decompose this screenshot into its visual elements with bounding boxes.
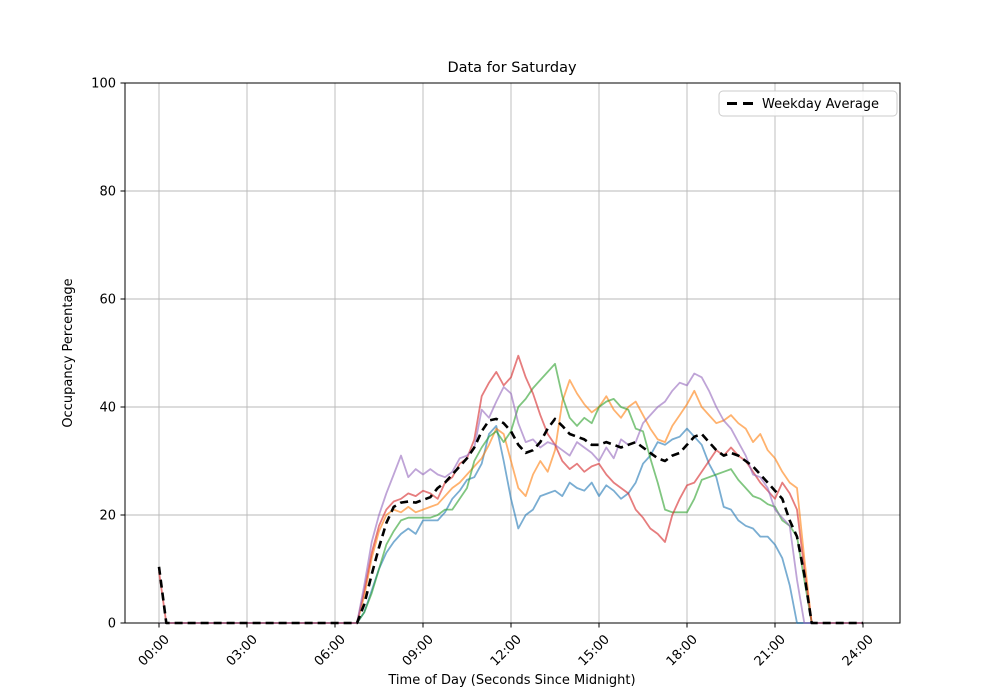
x-tick-label-09:00: 09:00 [400, 632, 437, 669]
x-tick-label-03:00: 03:00 [224, 632, 261, 669]
chart-title: Data for Saturday [447, 60, 577, 76]
legend-label: Weekday Average [762, 97, 879, 112]
series-layer [157, 354, 863, 625]
y-tick-label-100: 100 [91, 77, 116, 92]
series-line-saturday-week-2 [159, 379, 863, 624]
x-tick-label-15:00: 15:00 [576, 632, 613, 669]
x-tick-label-24:00: 24:00 [840, 632, 877, 669]
y-tick-label-20: 20 [99, 509, 116, 524]
x-tick-label-21:00: 21:00 [752, 632, 789, 669]
series-line-weekday-average [157, 417, 863, 625]
y-tick-label-40: 40 [99, 401, 116, 416]
series-line-saturday-week-5 [159, 372, 863, 624]
x-axis-label: Time of Day (Seconds Since Midnight) [387, 673, 635, 688]
x-tick-label-18:00: 18:00 [664, 632, 701, 669]
tick-layer: 00:00 03:00 06:00 09:00 12:00 15:00 18:00 21:00… [91, 77, 877, 670]
legend: Weekday Average [718, 90, 898, 117]
plot-border [124, 82, 901, 624]
legend-box [718, 90, 898, 117]
y-axis-label: Occupancy Percentage [61, 278, 76, 427]
x-tick-label-06:00: 06:00 [312, 632, 349, 669]
y-tick-label-80: 80 [99, 185, 116, 200]
x-tick-label-00:00: 00:00 [136, 632, 173, 669]
y-tick-label-0: 0 [108, 617, 116, 632]
x-tick-label-12:00: 12:00 [488, 632, 525, 669]
series-line-saturday-week-1 [159, 424, 863, 624]
series-line-saturday-week-3 [159, 362, 863, 624]
y-tick-label-60: 60 [99, 293, 116, 308]
grid-layer [125, 82, 900, 624]
